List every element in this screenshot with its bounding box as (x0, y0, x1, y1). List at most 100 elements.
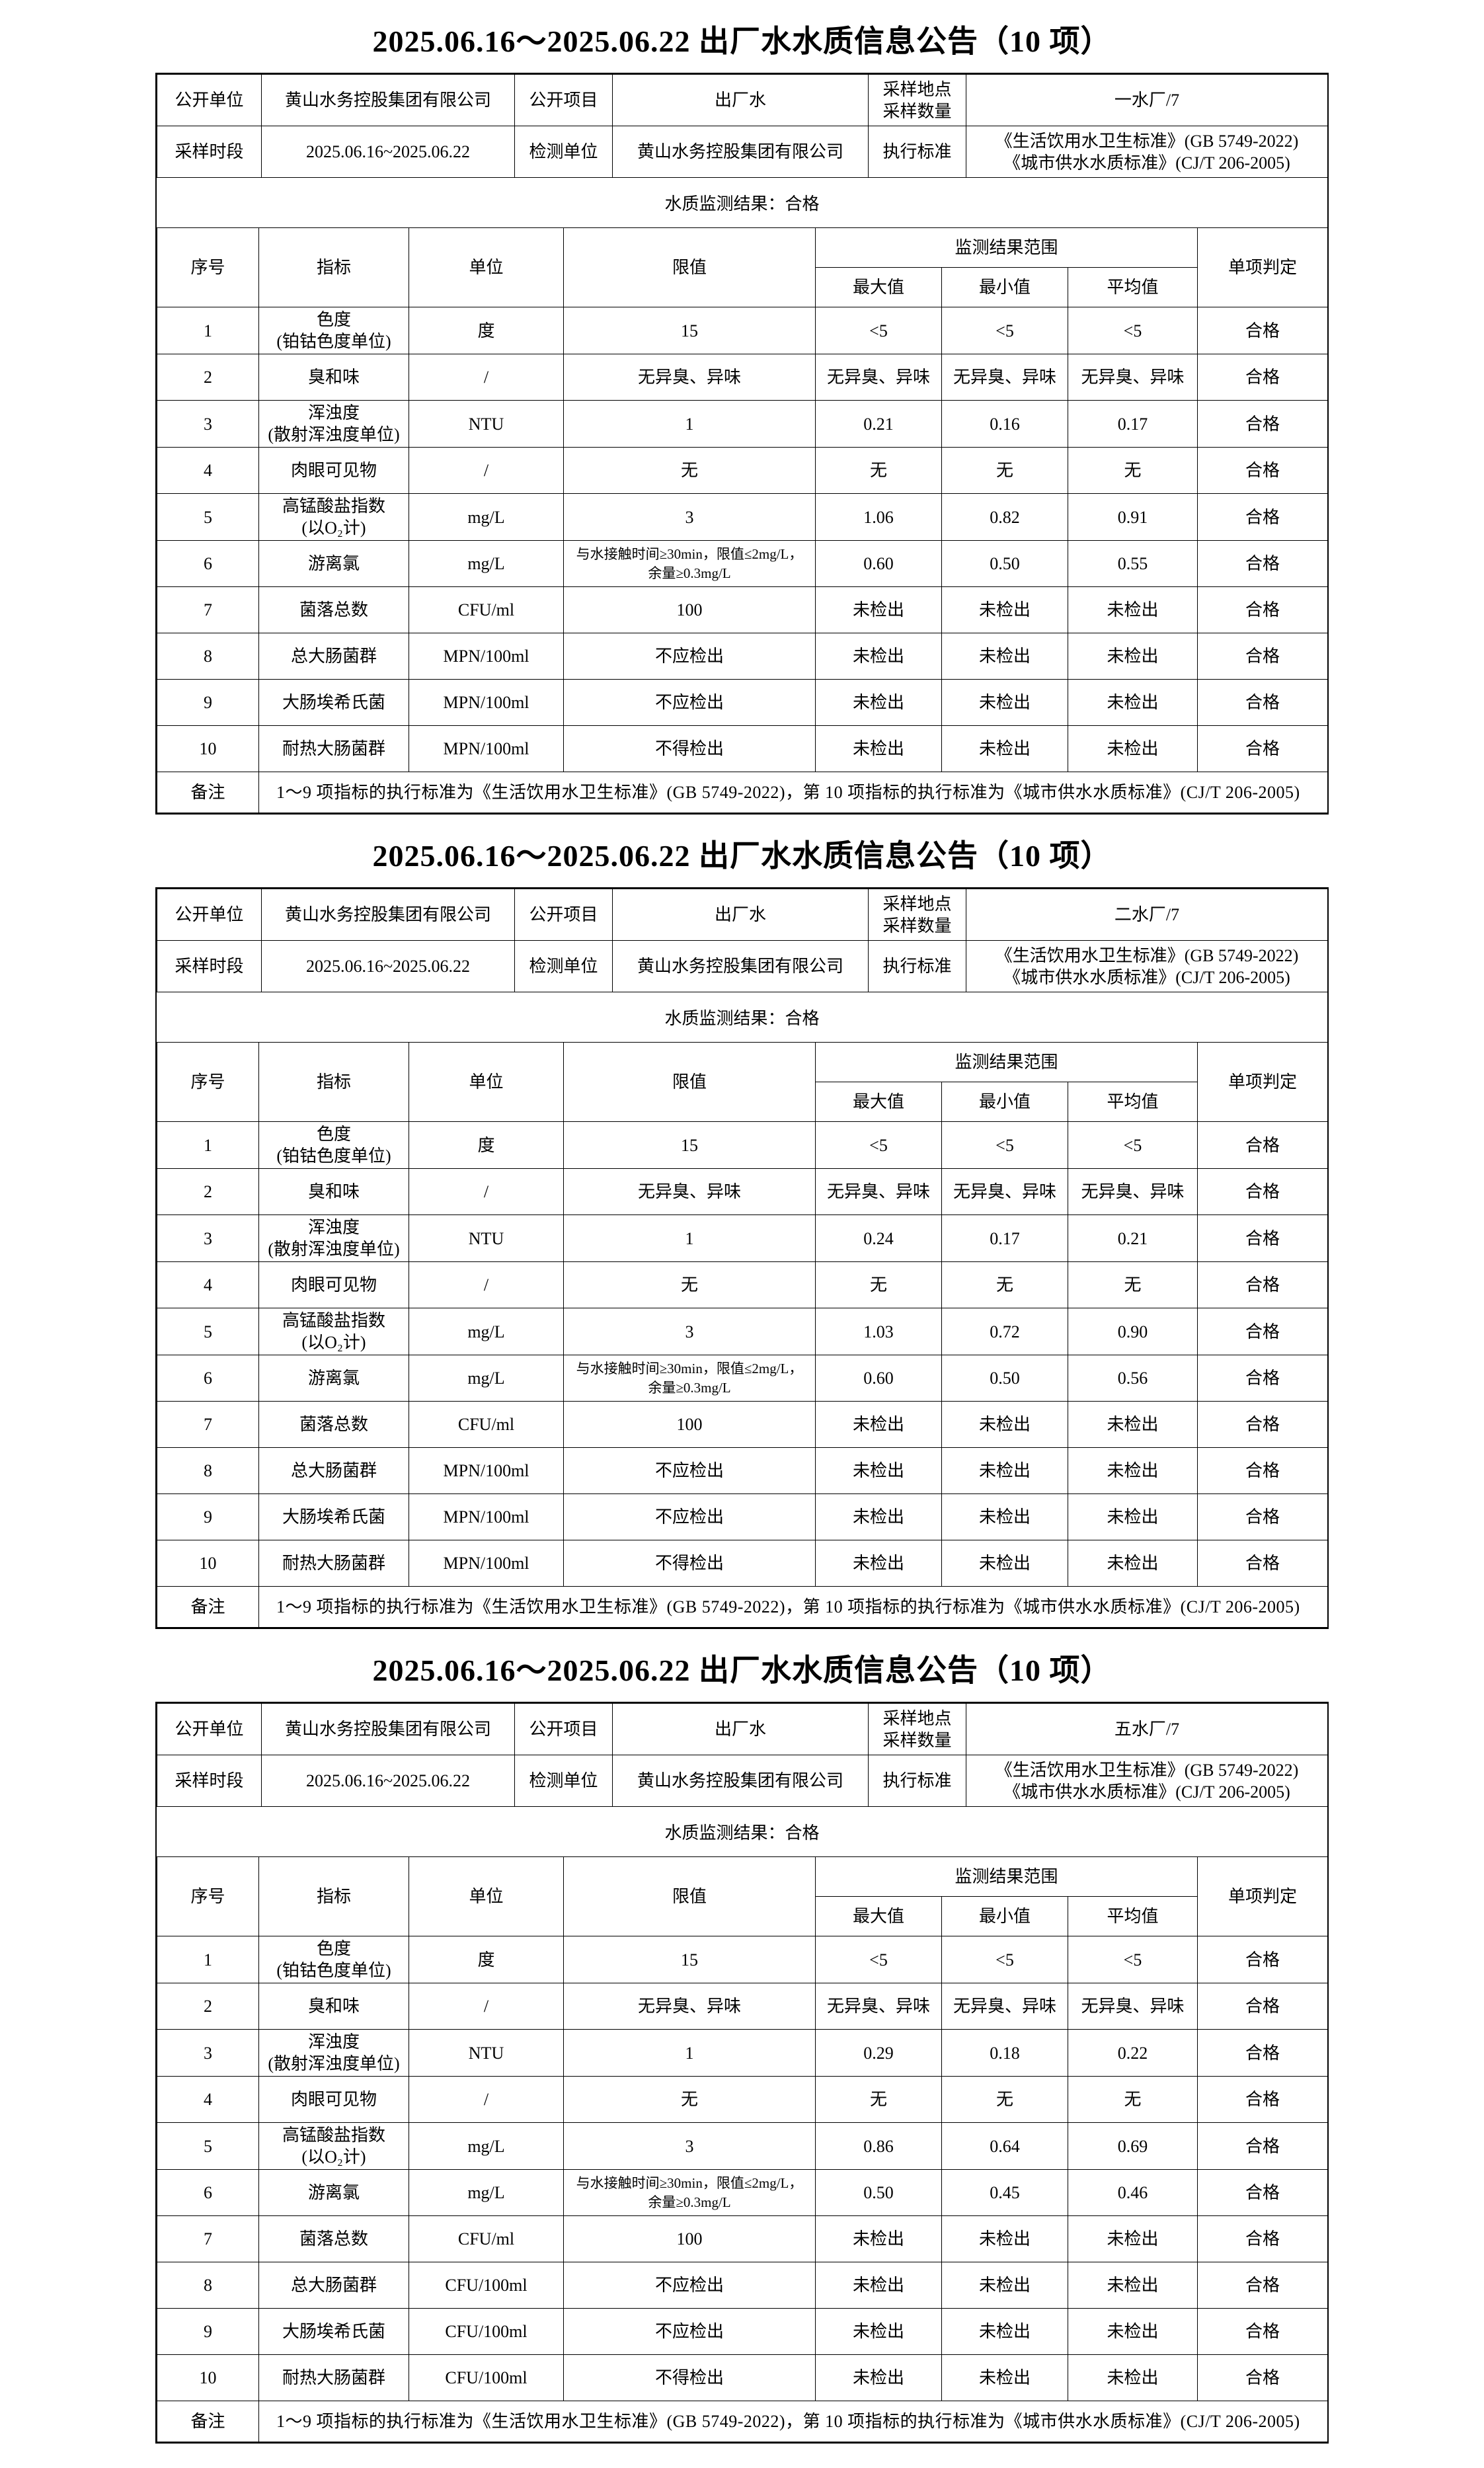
limit-cell: 3 (563, 2122, 816, 2170)
indicator-cell: 总大肠菌群 (258, 2262, 409, 2309)
avg-cell: 0.55 (1067, 540, 1198, 587)
unit-cell: mg/L (409, 1308, 564, 1355)
testing-unit-value: 黄山水务控股集团有限公司 (612, 126, 869, 178)
note-row: 备注 1～9 项指标的执行标准为《生活饮用水卫生标准》(GB 5749-2022… (157, 1586, 1329, 1628)
indicator-cell: 臭和味 (258, 1168, 409, 1215)
avg-cell: <5 (1067, 1936, 1198, 1983)
limit-cell: 无 (563, 447, 816, 494)
col-header-min: 最小值 (941, 1082, 1068, 1122)
max-cell: 未检出 (815, 2215, 942, 2262)
table-row: 8 总大肠菌群 MPN/100ml 不应检出 未检出 未检出 未检出 合格 (157, 1447, 1329, 1494)
col-header-max: 最大值 (815, 267, 942, 307)
sample-site-qty-label: 采样地点 采样数量 (868, 74, 966, 126)
avg-cell: 未检出 (1067, 2262, 1198, 2309)
judge-cell: 合格 (1197, 2262, 1329, 2309)
judge-cell: 合格 (1197, 1355, 1329, 1402)
col-header-judge: 单项判定 (1197, 1042, 1329, 1122)
seq-cell: 3 (157, 400, 259, 448)
min-cell: 0.64 (941, 2122, 1068, 2170)
col-header-indicator: 指标 (258, 1042, 409, 1122)
avg-cell: 0.17 (1067, 400, 1198, 448)
max-cell: 0.60 (815, 540, 942, 587)
sampling-period-label: 采样时段 (157, 126, 262, 178)
max-cell: 无异臭、异味 (815, 1168, 942, 1215)
col-header-judge: 单项判定 (1197, 1856, 1329, 1936)
avg-cell: 未检出 (1067, 2354, 1198, 2401)
judge-cell: 合格 (1197, 1168, 1329, 1215)
limit-cell: 3 (563, 493, 816, 541)
unit-cell: 度 (409, 1121, 564, 1169)
note-label: 备注 (157, 1586, 259, 1628)
report-sheet: 公开单位 黄山水务控股集团有限公司 公开项目 出厂水 采样地点 采样数量 五水厂/… (155, 1702, 1329, 2444)
max-cell: <5 (815, 307, 942, 354)
table-row: 5 高锰酸盐指数 (以O₂计) mg/L 3 1.03 0.72 0.90 合格 (157, 1308, 1329, 1355)
publish-unit-label: 公开单位 (157, 1703, 262, 1755)
unit-cell: CFU/ml (409, 2215, 564, 2262)
table-row: 4 肉眼可见物 / 无 无 无 无 合格 (157, 447, 1329, 494)
col-header-range: 监测结果范围 (814, 227, 1198, 268)
avg-cell: 无异臭、异味 (1067, 354, 1198, 401)
judge-cell: 合格 (1197, 2308, 1329, 2355)
indicator-cell: 臭和味 (258, 354, 409, 401)
judge-cell: 合格 (1197, 1401, 1329, 1448)
avg-cell: 0.56 (1067, 1355, 1198, 1402)
indicator-cell: 大肠埃希氏菌 (258, 1493, 409, 1540)
max-cell: 未检出 (815, 586, 942, 633)
avg-cell: 0.46 (1067, 2169, 1198, 2216)
max-cell: 1.06 (815, 493, 942, 541)
limit-cell: 不应检出 (563, 2262, 816, 2309)
note-row: 备注 1～9 项指标的执行标准为《生活饮用水卫生标准》(GB 5749-2022… (157, 2401, 1329, 2442)
info-row-1: 公开单位 黄山水务控股集团有限公司 公开项目 出厂水 采样地点 采样数量 二水厂/… (157, 889, 1328, 941)
col-header-avg: 平均值 (1067, 1896, 1198, 1936)
indicator-cell: 高锰酸盐指数 (以O₂计) (258, 1308, 409, 1355)
unit-cell: 度 (409, 307, 564, 354)
indicator-cell: 游离氯 (258, 2169, 409, 2216)
limit-cell: 不应检出 (563, 679, 816, 726)
seq-cell: 3 (157, 1214, 259, 1262)
judge-cell: 合格 (1197, 354, 1329, 401)
judge-cell: 合格 (1197, 1447, 1329, 1494)
max-cell: 未检出 (815, 1447, 942, 1494)
table-row: 9 大肠埃希氏菌 MPN/100ml 不应检出 未检出 未检出 未检出 合格 (157, 1493, 1329, 1540)
max-cell: 0.24 (815, 1214, 942, 1262)
max-cell: 无异臭、异味 (815, 1983, 942, 2030)
max-cell: 未检出 (815, 633, 942, 680)
seq-cell: 4 (157, 2076, 259, 2123)
testing-unit-label: 检测单位 (514, 1755, 613, 1807)
report-section: 2025.06.16～2025.06.22 出厂水水质信息公告（10 项） 公开… (0, 815, 1484, 1629)
min-cell: 未检出 (941, 1401, 1068, 1448)
indicator-cell: 菌落总数 (258, 586, 409, 633)
unit-cell: MPN/100ml (409, 679, 564, 726)
min-cell: 0.18 (941, 2029, 1068, 2077)
indicator-cell: 耐热大肠菌群 (258, 2354, 409, 2401)
min-cell: 无 (941, 447, 1068, 494)
col-header-unit: 单位 (409, 1042, 564, 1122)
info-row-2: 采样时段 2025.06.16~2025.06.22 检测单位 黄山水务控股集团… (157, 126, 1328, 178)
min-cell: 0.16 (941, 400, 1068, 448)
judge-cell: 合格 (1197, 2076, 1329, 2123)
min-cell: 0.82 (941, 493, 1068, 541)
seq-cell: 5 (157, 1308, 259, 1355)
unit-cell: NTU (409, 400, 564, 448)
seq-cell: 7 (157, 1401, 259, 1448)
report-sheet: 公开单位 黄山水务控股集团有限公司 公开项目 出厂水 采样地点 采样数量 一水厂/… (155, 73, 1329, 815)
unit-cell: / (409, 354, 564, 401)
indicator-cell: 大肠埃希氏菌 (258, 2308, 409, 2355)
seq-cell: 4 (157, 447, 259, 494)
max-cell: 1.03 (815, 1308, 942, 1355)
limit-cell: 100 (563, 1401, 816, 1448)
sampling-period-label: 采样时段 (157, 1755, 262, 1807)
seq-cell: 6 (157, 2169, 259, 2216)
avg-cell: 未检出 (1067, 1493, 1198, 1540)
max-cell: 未检出 (815, 2354, 942, 2401)
indicator-cell: 游离氯 (258, 1355, 409, 1402)
judge-cell: 合格 (1197, 493, 1329, 541)
col-header-judge: 单项判定 (1197, 227, 1329, 307)
limit-cell: 不得检出 (563, 725, 816, 772)
sample-site-qty-label: 采样地点 采样数量 (868, 1703, 966, 1755)
min-cell: 无异臭、异味 (941, 1168, 1068, 1215)
unit-cell: CFU/100ml (409, 2308, 564, 2355)
min-cell: 未检出 (941, 586, 1068, 633)
note-row: 备注 1～9 项指标的执行标准为《生活饮用水卫生标准》(GB 5749-2022… (157, 772, 1329, 813)
unit-cell: / (409, 447, 564, 494)
